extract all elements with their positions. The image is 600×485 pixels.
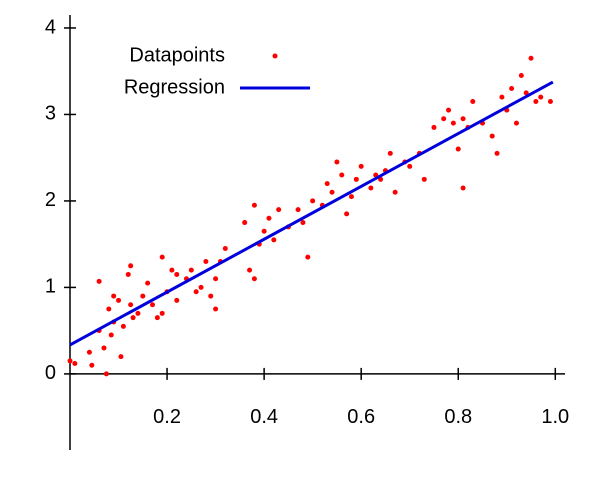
y-tick-label: 4 — [45, 16, 56, 38]
data-point — [334, 159, 340, 165]
data-point — [538, 94, 544, 100]
y-tick-label: 3 — [45, 103, 56, 125]
data-point — [247, 267, 253, 273]
data-point — [193, 289, 199, 295]
data-point — [518, 73, 524, 79]
data-point — [208, 293, 214, 299]
y-tick-label: 2 — [45, 189, 56, 211]
data-point — [300, 220, 306, 226]
data-point — [135, 310, 141, 316]
data-point — [86, 349, 92, 355]
data-point — [101, 345, 107, 351]
data-point — [125, 271, 131, 277]
data-point — [242, 220, 248, 226]
data-point — [329, 189, 335, 195]
data-point — [295, 207, 301, 213]
data-point — [455, 146, 461, 152]
data-point — [324, 181, 330, 187]
data-point — [446, 107, 452, 113]
regression-line — [69, 80, 554, 347]
data-point — [89, 362, 95, 368]
data-point — [547, 98, 553, 104]
data-point — [222, 245, 228, 251]
data-point — [116, 297, 122, 303]
data-point — [470, 98, 476, 104]
y-tick-label: 1 — [45, 276, 56, 298]
data-point — [533, 98, 539, 104]
data-point — [305, 254, 311, 260]
data-point — [72, 361, 78, 367]
data-point — [460, 116, 466, 122]
data-point — [387, 150, 393, 156]
data-point — [130, 315, 136, 321]
y-tick-label: 0 — [45, 362, 56, 384]
data-point — [106, 306, 112, 312]
data-point — [203, 258, 209, 264]
data-point — [120, 323, 126, 329]
data-point — [358, 163, 364, 169]
data-point — [344, 211, 350, 217]
data-point — [494, 150, 500, 156]
data-point — [251, 276, 257, 282]
data-point — [67, 358, 73, 364]
data-point — [251, 202, 257, 208]
data-point — [213, 276, 219, 282]
data-point — [431, 124, 437, 130]
data-point — [513, 120, 519, 126]
data-point — [441, 116, 447, 122]
x-tick-label: 0.4 — [250, 406, 278, 428]
data-point — [460, 185, 466, 191]
data-point — [111, 293, 117, 299]
data-point — [310, 198, 316, 204]
data-point — [499, 94, 505, 100]
data-point — [128, 302, 134, 308]
data-point — [213, 306, 219, 312]
data-point — [421, 176, 427, 182]
data-point — [159, 310, 165, 316]
legend-label: Datapoints — [129, 44, 225, 66]
data-point — [368, 185, 374, 191]
legend-label: Regression — [124, 76, 225, 98]
data-point — [174, 271, 180, 277]
data-point — [450, 120, 456, 126]
x-tick-label: 0.6 — [347, 406, 375, 428]
x-tick-label: 1.0 — [541, 406, 569, 428]
data-point — [407, 163, 413, 169]
data-point — [276, 207, 282, 213]
data-point — [353, 176, 359, 182]
data-point — [339, 172, 345, 178]
data-point — [140, 293, 146, 299]
data-point — [169, 267, 175, 273]
data-point — [271, 237, 277, 243]
x-tick-label: 0.8 — [444, 406, 472, 428]
data-point — [489, 133, 495, 139]
data-point — [145, 280, 151, 286]
data-point — [154, 315, 160, 321]
x-tick-label: 0.2 — [153, 406, 181, 428]
data-point — [198, 284, 204, 290]
data-point — [128, 263, 134, 269]
data-point — [266, 215, 272, 221]
data-point — [174, 297, 180, 303]
data-point — [159, 254, 165, 260]
data-point — [348, 194, 354, 200]
data-point — [108, 332, 114, 338]
data-point — [261, 228, 267, 234]
data-point — [509, 86, 515, 92]
data-point — [103, 371, 109, 377]
data-point — [96, 278, 102, 284]
data-point — [523, 90, 529, 96]
data-point — [150, 302, 155, 308]
data-point — [528, 55, 534, 61]
data-point — [118, 354, 124, 360]
legend-dot — [272, 53, 278, 59]
data-point — [392, 189, 398, 195]
data-point — [188, 267, 194, 273]
